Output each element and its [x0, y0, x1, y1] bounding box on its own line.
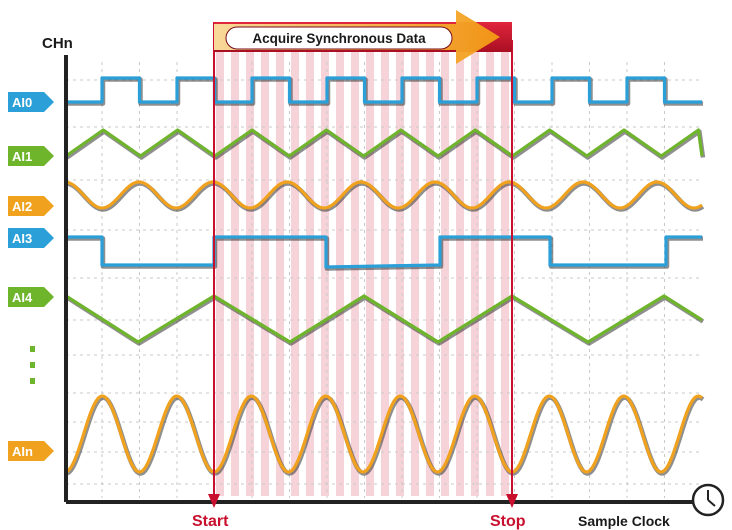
signal-ai2: [65, 180, 703, 210]
channel-tag-ai1: AI1: [8, 146, 54, 166]
window-stripe: [396, 52, 404, 496]
channel-tag-ai0: AI0: [8, 92, 54, 112]
stop-marker-arrow: [506, 494, 518, 508]
start-label: Start: [192, 513, 229, 530]
signal-ai4: [65, 294, 703, 344]
window-stripe: [336, 52, 344, 496]
channel-tag-ai3: AI3: [8, 228, 54, 248]
window-stripe: [261, 52, 269, 496]
channel-ellipsis: [30, 346, 35, 384]
channel-tag-shape: [8, 146, 54, 166]
channel-tag-label: AIn: [12, 444, 33, 459]
stop-label: Stop: [490, 513, 526, 530]
channel-tag-shape: [8, 228, 54, 248]
channel-tag-ai2: AI2: [8, 196, 54, 216]
acquisition-window: [216, 52, 509, 496]
channel-tag-label: AI1: [12, 149, 32, 164]
channel-tag-ai4: AI4: [8, 287, 54, 307]
window-stripe: [276, 52, 284, 496]
window-stripe: [351, 52, 359, 496]
window-stripe: [366, 52, 374, 496]
window-stripe: [426, 52, 434, 496]
window-stripe: [441, 52, 449, 496]
signal-ai3: [66, 235, 702, 269]
window-stripe: [411, 52, 419, 496]
window-stripe: [231, 52, 239, 496]
banner-text: Acquire Synchronous Data: [252, 31, 426, 46]
channel-tag-shape: [8, 441, 54, 461]
acquire-banner: Acquire Synchronous Data: [214, 10, 512, 64]
window-stripe: [381, 52, 389, 496]
window-stripe: [486, 52, 494, 496]
y-axis-label: CHn: [42, 35, 73, 52]
channel-tag-shape: [8, 92, 54, 112]
window-stripe: [246, 52, 254, 496]
window-stripe: [471, 52, 479, 496]
channel-tag-label: AI4: [12, 290, 33, 305]
channel-tag-shape: [8, 196, 54, 216]
signal-ai1: [65, 128, 704, 158]
waveforms: [65, 76, 706, 476]
channel-tag-shape: [8, 287, 54, 307]
channel-tag-ain: AIn: [8, 441, 54, 461]
window-stripe: [501, 52, 509, 496]
clock-icon: [691, 483, 725, 517]
channel-tag-label: AI3: [12, 231, 32, 246]
signal-ai0: [66, 76, 702, 104]
window-stripe: [306, 52, 314, 496]
channel-tag-label: AI0: [12, 95, 32, 110]
start-marker-arrow: [208, 494, 220, 508]
channel-tags: AI0 AI1 AI2 AI3 AI4 AIn: [8, 92, 54, 461]
window-stripe: [456, 52, 464, 496]
x-axis-label: Sample Clock: [578, 513, 670, 529]
window-stripe: [321, 52, 329, 496]
channel-tag-label: AI2: [12, 199, 32, 214]
signal-ain: [65, 394, 703, 474]
window-stripe: [291, 52, 299, 496]
window-stripe: [216, 52, 224, 496]
